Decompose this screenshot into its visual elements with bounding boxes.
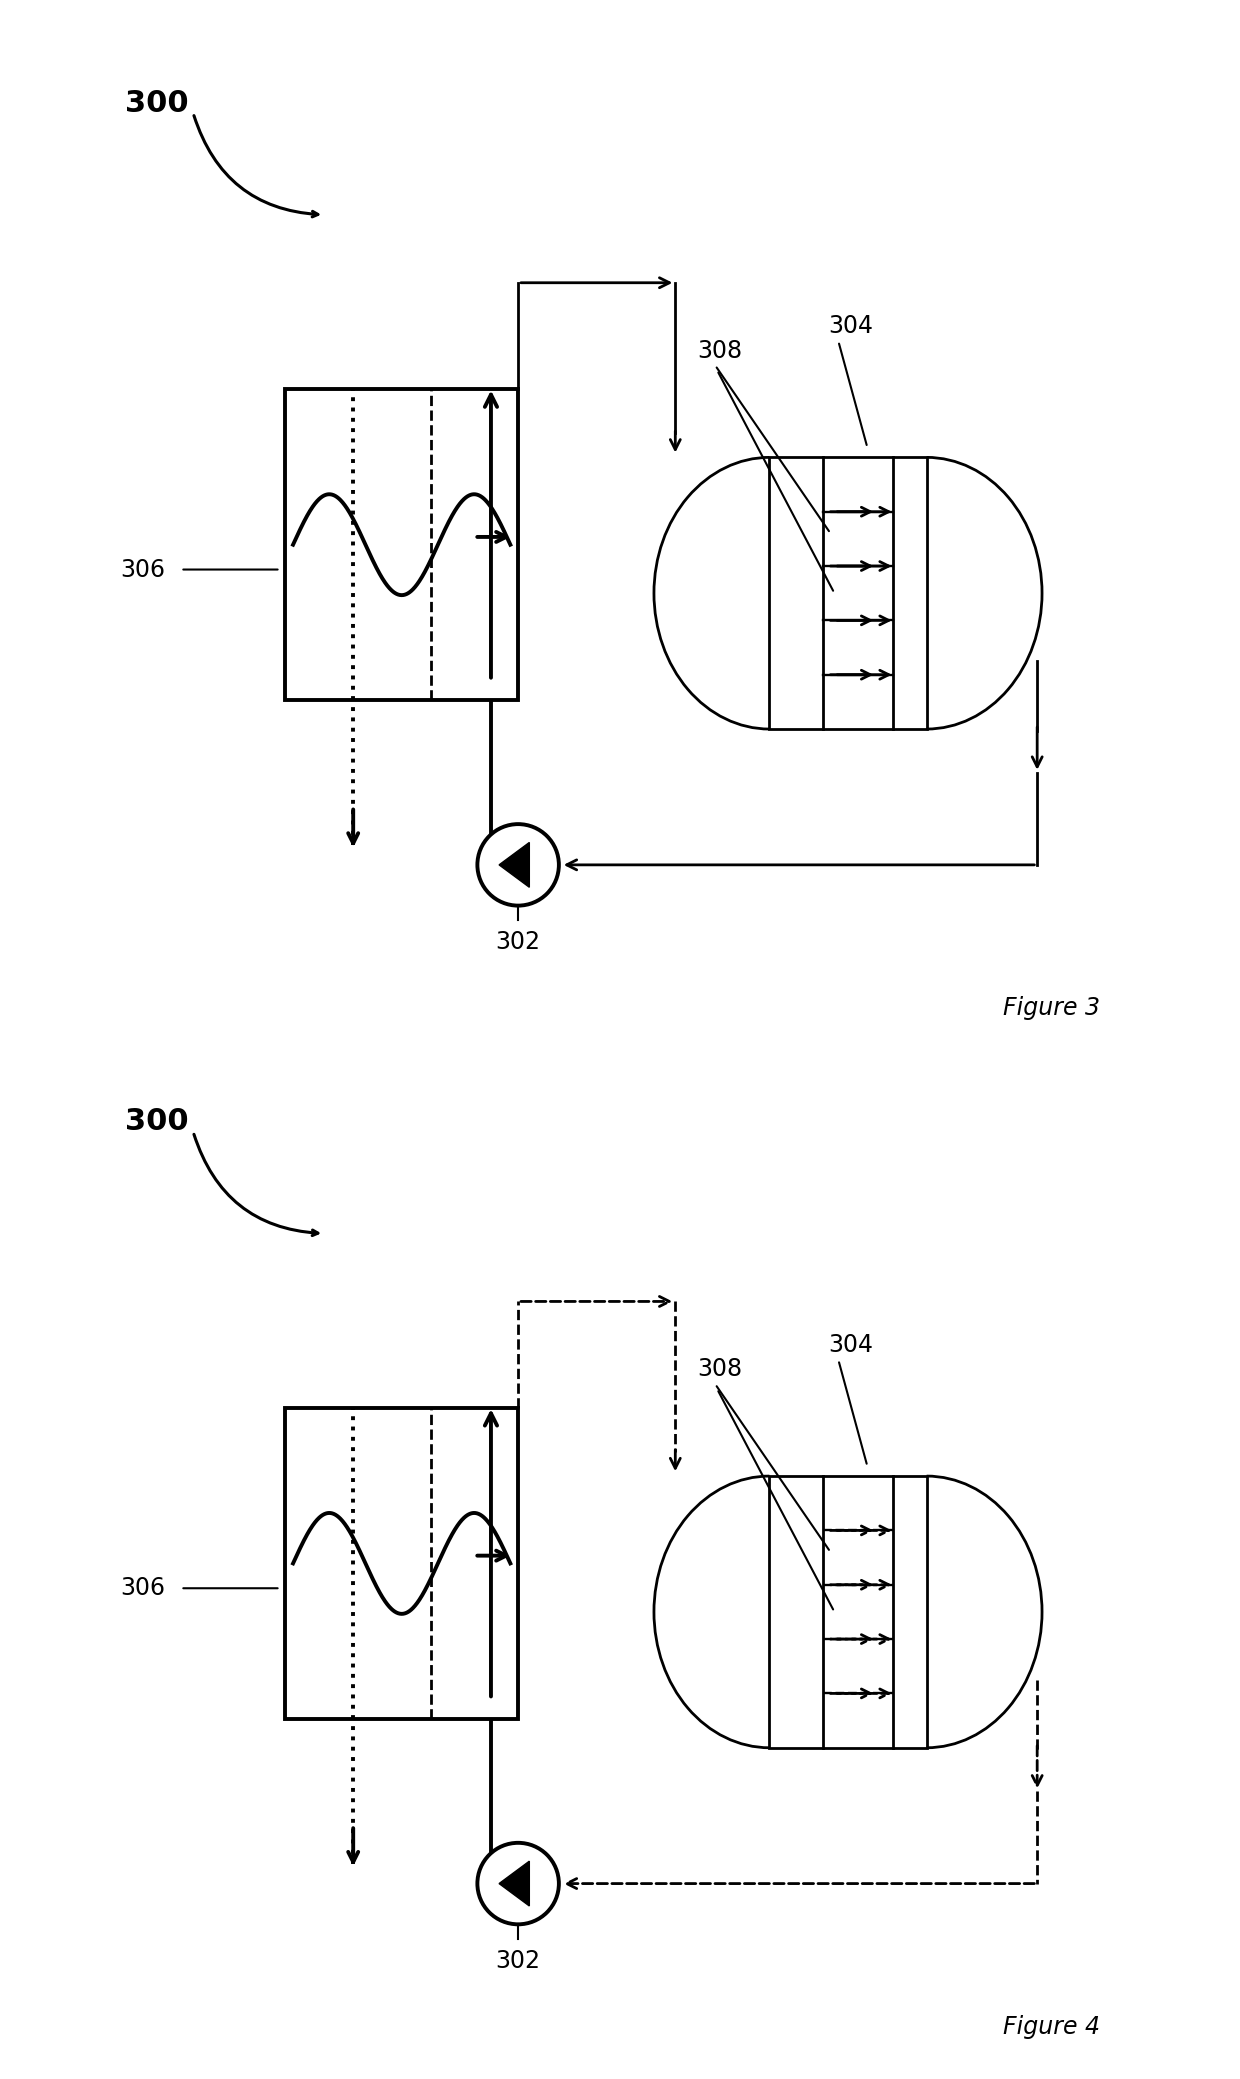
Circle shape bbox=[477, 823, 559, 906]
Bar bbox=[285, 1407, 518, 1719]
Text: 300: 300 bbox=[125, 89, 188, 119]
Text: 304: 304 bbox=[828, 314, 874, 339]
Text: Figure 3: Figure 3 bbox=[1003, 996, 1100, 1021]
Text: 308: 308 bbox=[698, 339, 743, 362]
Text: 300: 300 bbox=[125, 1108, 188, 1137]
Bar bbox=[769, 457, 926, 730]
Text: 306: 306 bbox=[120, 557, 165, 582]
Text: 302: 302 bbox=[496, 1948, 541, 1973]
Polygon shape bbox=[498, 1861, 529, 1906]
Text: 306: 306 bbox=[120, 1576, 165, 1601]
Text: 302: 302 bbox=[496, 929, 541, 954]
Circle shape bbox=[477, 1842, 559, 1925]
Text: 308: 308 bbox=[698, 1358, 743, 1380]
Bar bbox=[285, 389, 518, 701]
Text: 304: 304 bbox=[828, 1333, 874, 1358]
Polygon shape bbox=[498, 842, 529, 888]
Bar bbox=[769, 1476, 926, 1748]
Text: Figure 4: Figure 4 bbox=[1003, 2015, 1100, 2039]
